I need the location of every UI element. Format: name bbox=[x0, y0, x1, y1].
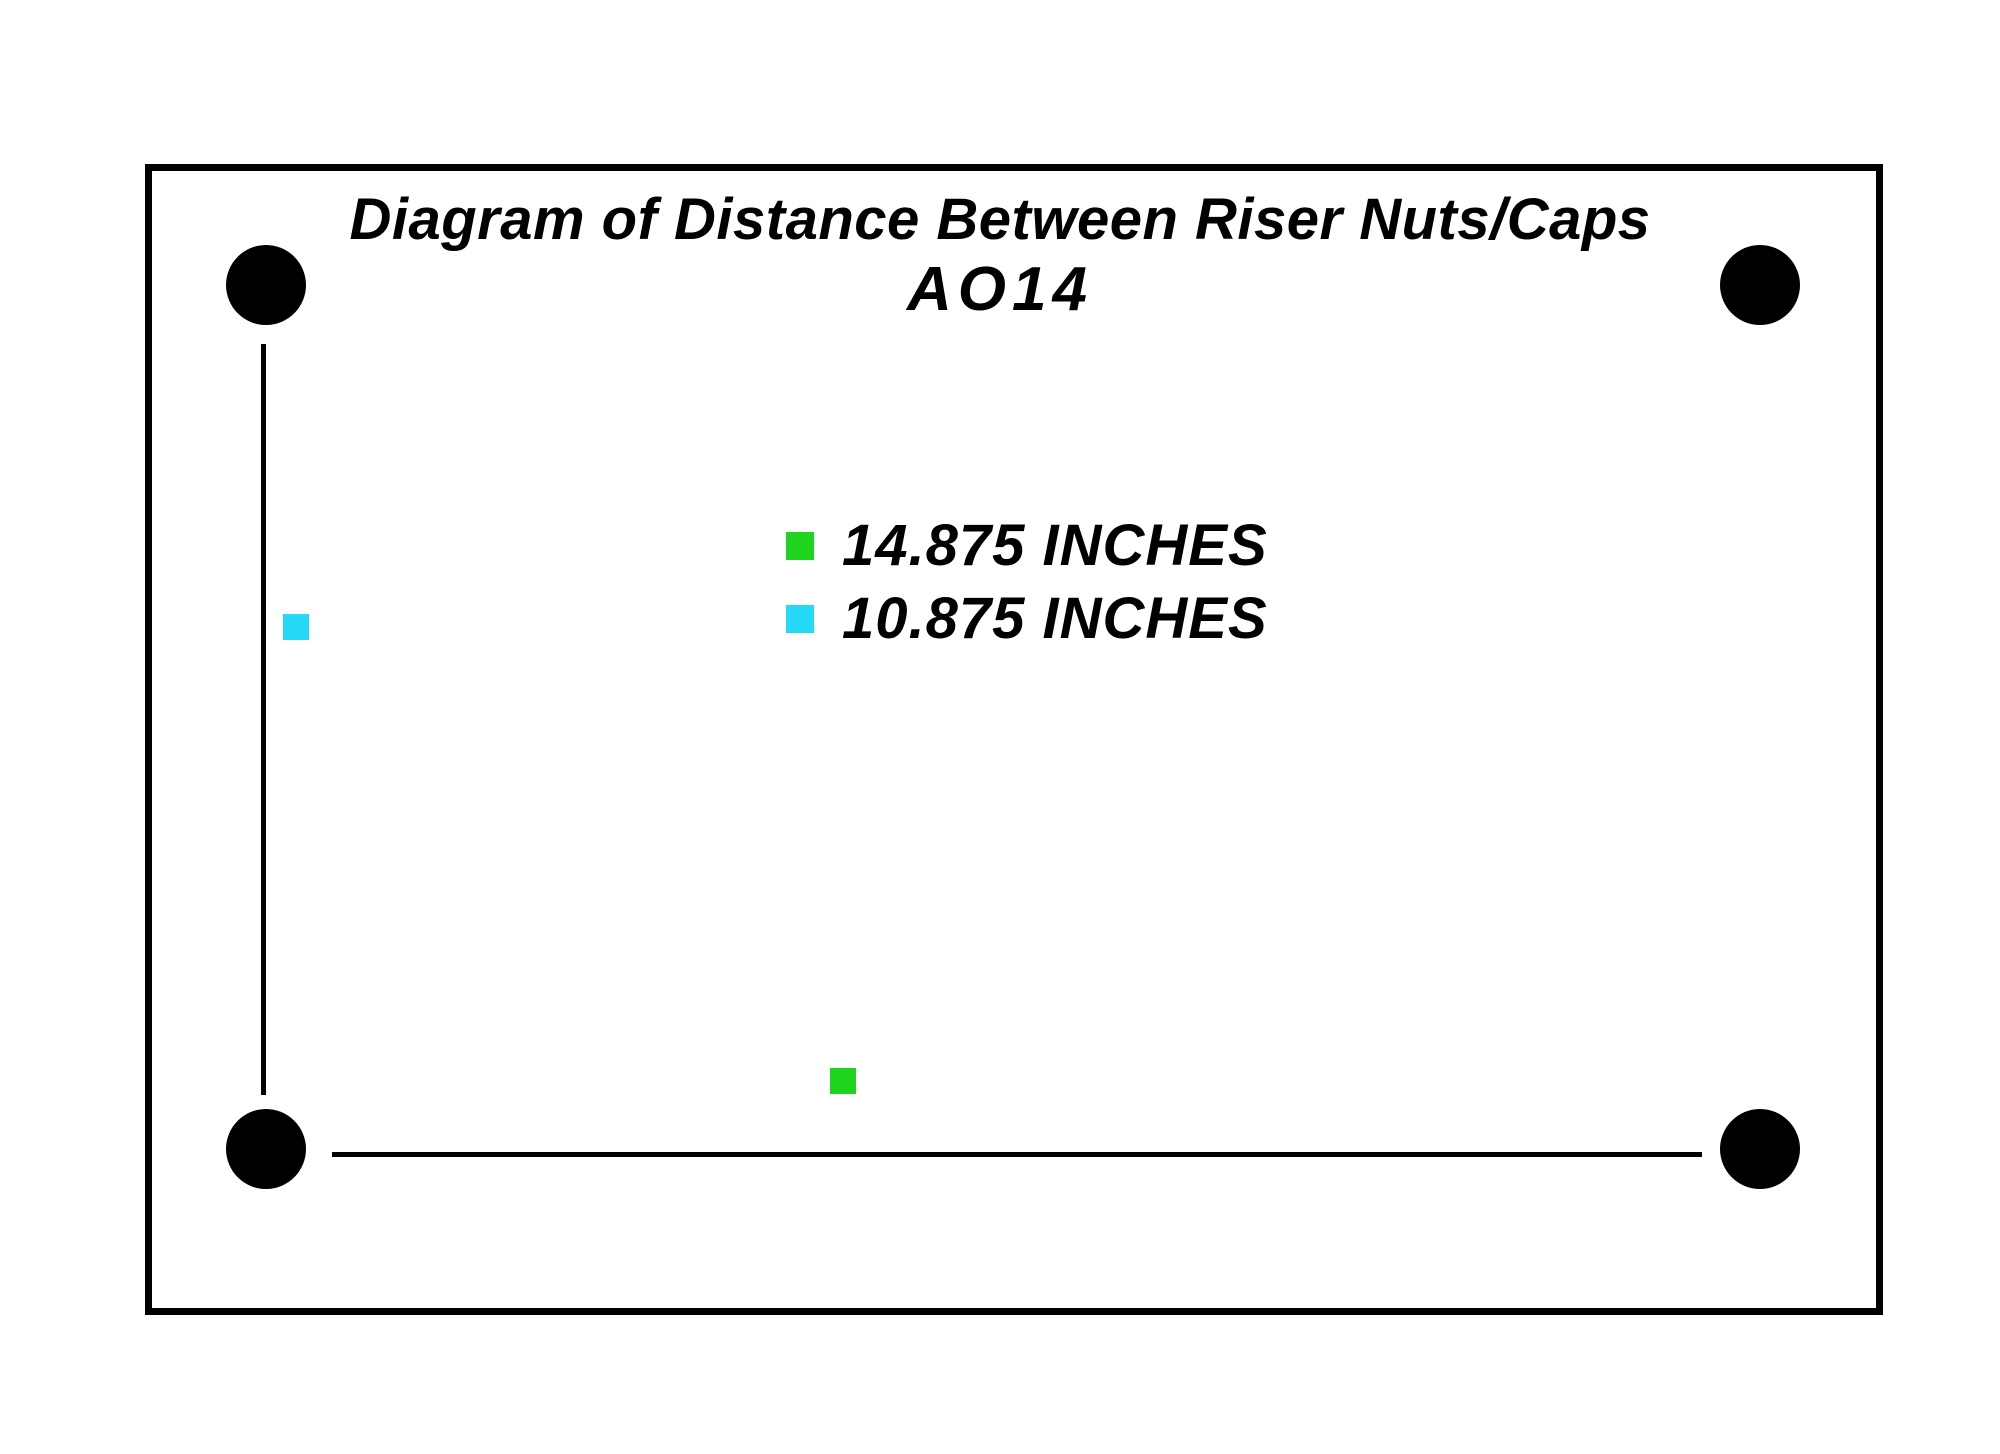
legend-item-green: 14.875 INCHES bbox=[786, 512, 1268, 579]
green-marker bbox=[830, 1068, 856, 1094]
vertical-measure-line bbox=[261, 344, 266, 1095]
legend: 14.875 INCHES 10.875 INCHES bbox=[786, 512, 1268, 658]
riser-dot-bottom-right bbox=[1720, 1109, 1800, 1189]
cyan-marker bbox=[283, 614, 309, 640]
legend-label-green: 14.875 INCHES bbox=[842, 512, 1268, 579]
legend-swatch-green bbox=[786, 532, 814, 560]
riser-dot-bottom-left bbox=[226, 1109, 306, 1189]
riser-dot-top-left bbox=[226, 245, 306, 325]
legend-label-cyan: 10.875 INCHES bbox=[842, 585, 1268, 652]
legend-swatch-cyan bbox=[786, 605, 814, 633]
legend-item-cyan: 10.875 INCHES bbox=[786, 585, 1268, 652]
diagram-frame bbox=[145, 164, 1883, 1315]
diagram-title: Diagram of Distance Between Riser Nuts/C… bbox=[0, 186, 2000, 253]
horizontal-measure-line bbox=[332, 1152, 1702, 1157]
diagram-canvas: Diagram of Distance Between Riser Nuts/C… bbox=[0, 0, 2000, 1454]
riser-dot-top-right bbox=[1720, 245, 1800, 325]
